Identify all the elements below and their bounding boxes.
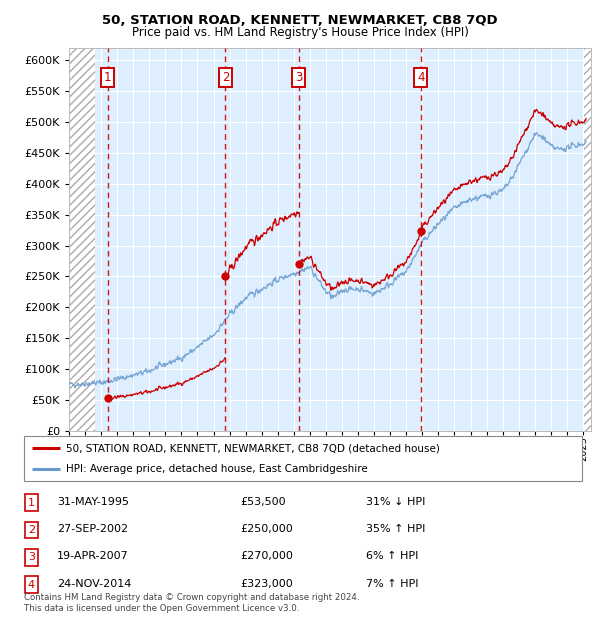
Text: 7% ↑ HPI: 7% ↑ HPI	[366, 578, 419, 588]
Text: £270,000: £270,000	[240, 551, 293, 561]
Text: 50, STATION ROAD, KENNETT, NEWMARKET, CB8 7QD (detached house): 50, STATION ROAD, KENNETT, NEWMARKET, CB…	[66, 443, 440, 453]
Text: £323,000: £323,000	[240, 578, 293, 588]
Text: 1: 1	[104, 71, 112, 84]
Text: 4: 4	[28, 580, 35, 590]
Text: 24-NOV-2014: 24-NOV-2014	[57, 578, 131, 588]
Text: 31% ↓ HPI: 31% ↓ HPI	[366, 497, 425, 507]
Text: 1: 1	[28, 498, 35, 508]
Text: Contains HM Land Registry data © Crown copyright and database right 2024.
This d: Contains HM Land Registry data © Crown c…	[24, 593, 359, 613]
Text: 2: 2	[28, 525, 35, 535]
Bar	[69, 48, 95, 431]
Text: £53,500: £53,500	[240, 497, 286, 507]
Text: 27-SEP-2002: 27-SEP-2002	[57, 524, 128, 534]
FancyBboxPatch shape	[24, 436, 582, 480]
Text: 4: 4	[417, 71, 424, 84]
Text: 19-APR-2007: 19-APR-2007	[57, 551, 129, 561]
Text: 6% ↑ HPI: 6% ↑ HPI	[366, 551, 418, 561]
Text: Price paid vs. HM Land Registry's House Price Index (HPI): Price paid vs. HM Land Registry's House …	[131, 26, 469, 39]
Text: 2: 2	[221, 71, 229, 84]
Bar	[584, 48, 591, 431]
Text: 35% ↑ HPI: 35% ↑ HPI	[366, 524, 425, 534]
Text: HPI: Average price, detached house, East Cambridgeshire: HPI: Average price, detached house, East…	[66, 464, 368, 474]
Text: 3: 3	[28, 552, 35, 562]
Text: 50, STATION ROAD, KENNETT, NEWMARKET, CB8 7QD: 50, STATION ROAD, KENNETT, NEWMARKET, CB…	[102, 14, 498, 27]
Text: 31-MAY-1995: 31-MAY-1995	[57, 497, 129, 507]
Text: 3: 3	[295, 71, 302, 84]
Text: £250,000: £250,000	[240, 524, 293, 534]
